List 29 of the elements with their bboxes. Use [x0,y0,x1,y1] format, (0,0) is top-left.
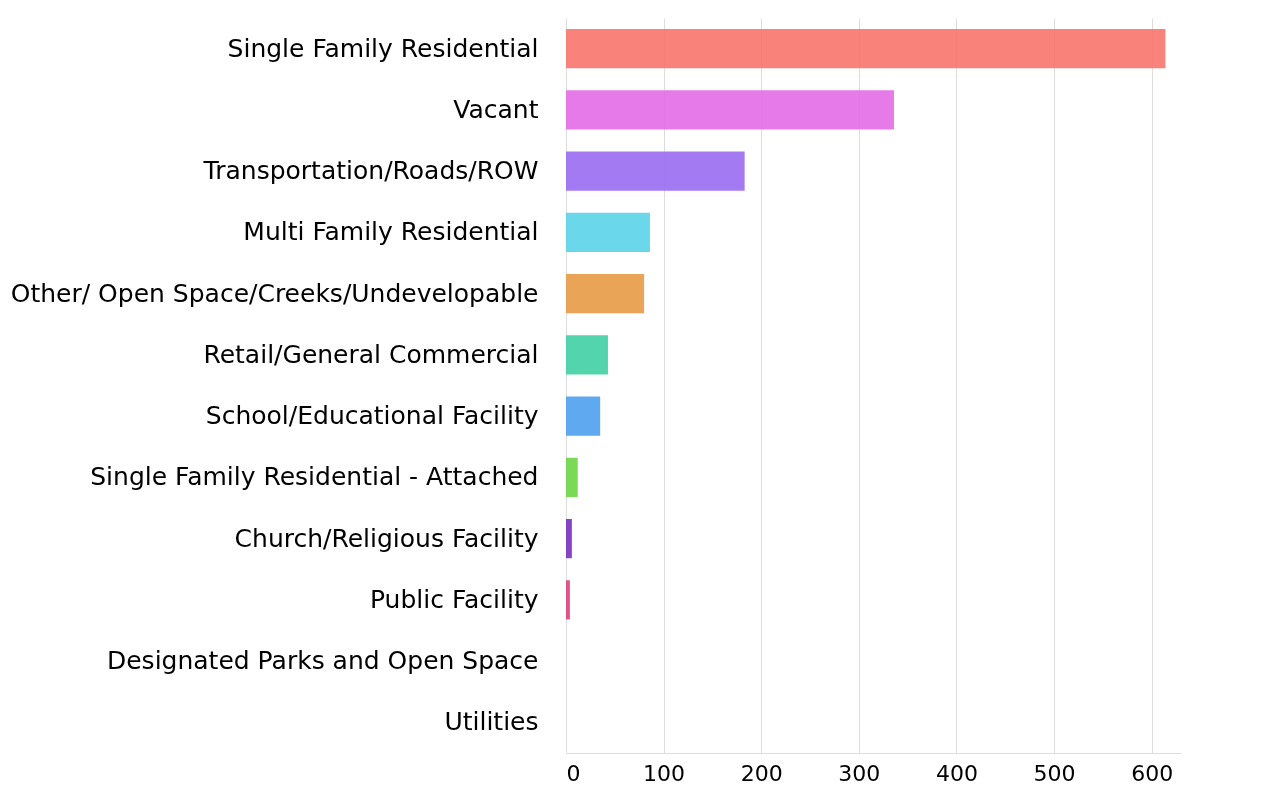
y-tick-label: Vacant [453,94,539,124]
bar [566,151,745,191]
y-tick-label: Single Family Residential [227,33,539,63]
y-tick-label: Utilities [444,707,539,737]
bar [566,457,578,497]
y-tick-label: Retail/General Commercial [203,339,539,369]
y-tick-label: School/Educational Facility [205,401,539,431]
bar [566,274,645,314]
y-tick-label: Other/ Open Space/Creeks/Undevelopable [10,278,539,308]
x-tick-label: 200 [740,760,783,786]
bar [566,396,601,436]
x-tick-label: 0 [566,760,581,786]
x-tick-label: 300 [838,760,881,786]
y-tick-label: Multi Family Residential [243,217,539,247]
bar [566,335,608,375]
bar [566,580,570,620]
bar [566,212,650,252]
bar [566,519,572,559]
x-tick-label: 500 [1033,760,1076,786]
y-tick-label: Church/Religious Facility [234,523,539,553]
y-tick-label: Designated Parks and Open Space [106,646,539,676]
bar [566,90,894,130]
bar [566,29,1166,69]
x-tick-label: 400 [935,760,978,786]
y-tick-label: Single Family Residential - Attached [90,462,539,492]
x-tick-label: 100 [643,760,686,786]
y-tick-label: Transportation/Roads/ROW [202,156,539,186]
x-tick-label: 600 [1131,760,1174,786]
y-tick-label: Public Facility [369,584,539,614]
